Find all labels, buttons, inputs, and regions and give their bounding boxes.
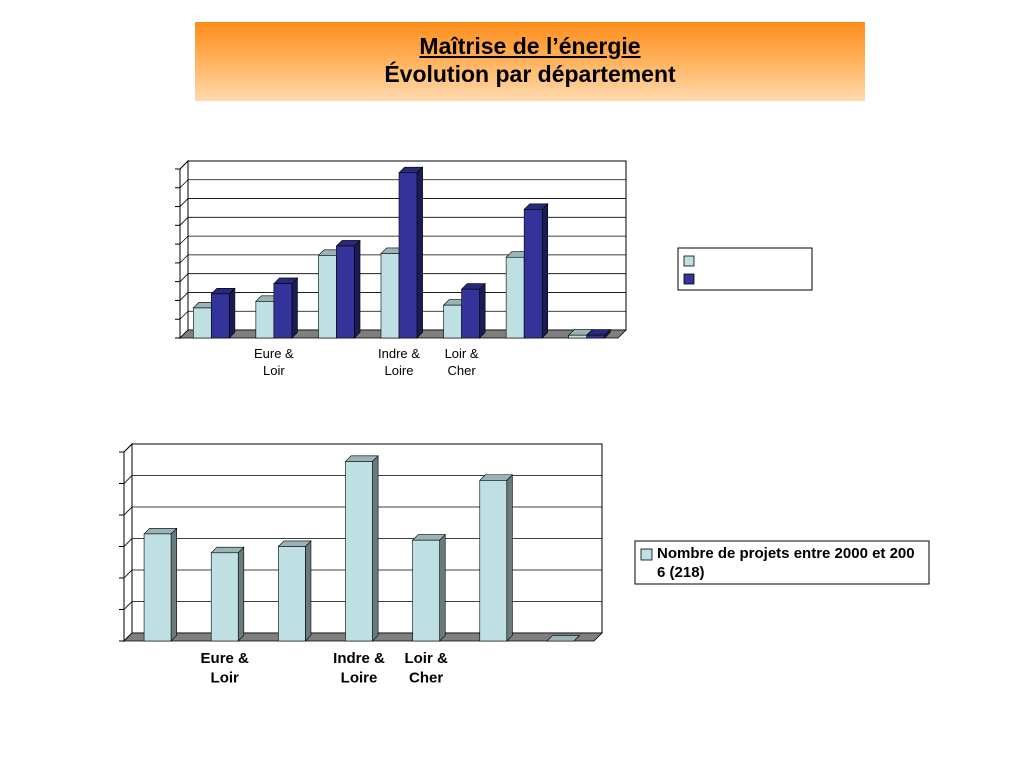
gridline-side — [179, 198, 189, 207]
bar-top — [210, 546, 245, 554]
slide-subtitle: Évolution par département — [384, 61, 676, 87]
gridline-side — [179, 235, 189, 245]
bar-side — [237, 546, 245, 642]
bar — [523, 209, 543, 339]
slide-title-box: Maîtrise de l’énergie Évolution par dépa… — [195, 22, 865, 101]
bar-side — [305, 540, 312, 642]
gridline-side — [179, 217, 189, 226]
bar — [412, 539, 440, 642]
bar-top — [344, 455, 379, 462]
legend-swatch — [683, 273, 695, 285]
slide-title: Maîtrise de l’énergie — [419, 33, 641, 59]
gridline-side — [123, 569, 133, 579]
gridline-side — [179, 254, 189, 264]
bar-top — [479, 474, 514, 481]
bar-top — [546, 635, 581, 642]
gridline-side — [179, 292, 189, 301]
bar-side — [170, 527, 177, 642]
bar — [336, 245, 355, 339]
bar-top — [411, 534, 446, 541]
gridline-side — [123, 601, 133, 610]
bar-side — [372, 455, 379, 642]
legend-label: Nombre de projets entre 2000 et 200 6 (21… — [657, 545, 915, 581]
legend-swatch — [683, 255, 695, 267]
x-tick-label: Eure & Loir — [254, 346, 294, 378]
gridline-side — [123, 538, 133, 547]
bar-top — [277, 540, 312, 547]
legend-box — [677, 247, 813, 291]
legend-swatch — [640, 548, 653, 561]
bar — [143, 533, 172, 642]
bar — [586, 334, 606, 339]
bar — [398, 172, 418, 339]
bar-side — [439, 533, 446, 642]
gridline-side — [123, 443, 133, 453]
gridline-side — [179, 273, 189, 282]
x-tick-label: Eure & Loir — [201, 650, 250, 687]
x-tick-label: Loir & Cher — [404, 650, 447, 687]
gridline-side — [179, 179, 189, 189]
x-tick-label: Loir & Cher — [445, 346, 479, 378]
x-tick-label: Indre & Loire — [333, 650, 385, 687]
bar-side — [506, 474, 513, 642]
gridline-side — [123, 506, 133, 516]
legend-box — [634, 540, 930, 585]
gridline-side — [179, 160, 189, 170]
bar — [345, 461, 373, 642]
bar — [210, 552, 239, 642]
gridline-side — [179, 310, 189, 320]
bar-top — [143, 527, 178, 535]
bar — [461, 288, 480, 339]
gridline-side — [123, 475, 133, 484]
bar — [210, 293, 230, 339]
bar — [273, 283, 293, 339]
bar — [278, 546, 306, 642]
bar — [479, 480, 508, 642]
x-tick-label: Indre & Loire — [378, 346, 420, 378]
